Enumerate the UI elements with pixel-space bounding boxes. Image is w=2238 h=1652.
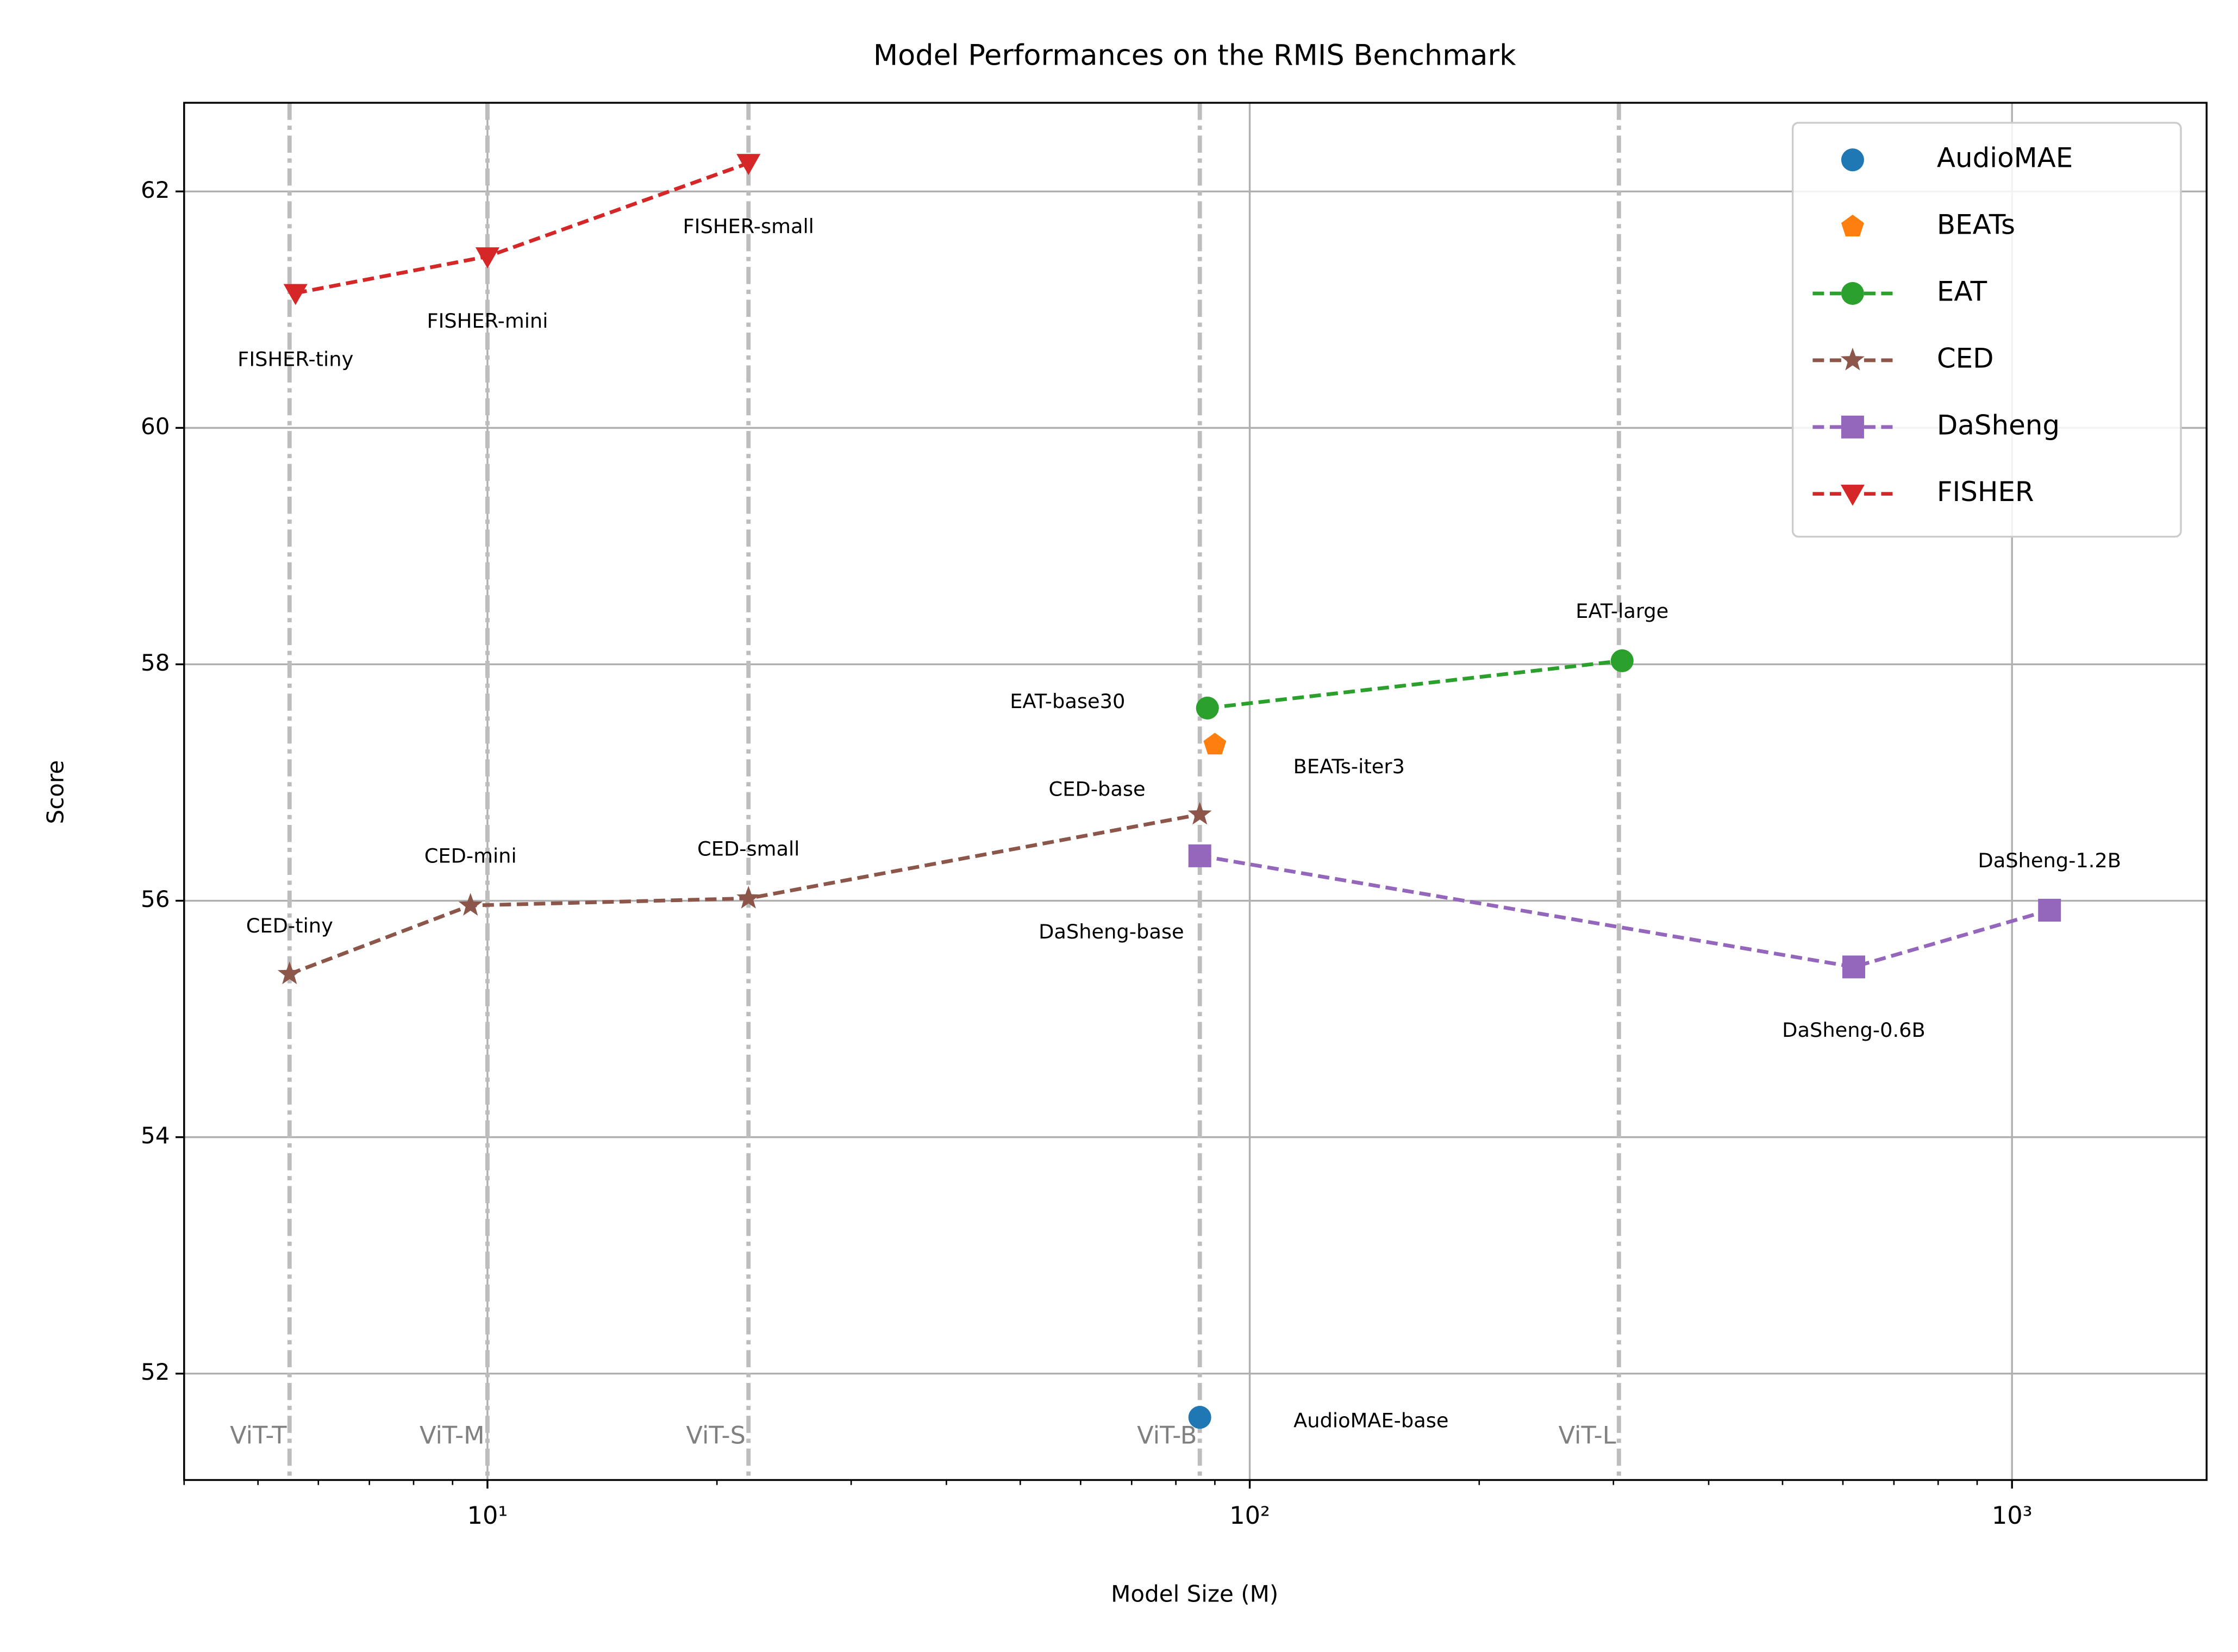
point-label: CED-mini — [424, 844, 517, 867]
point-label: EAT-base30 — [1010, 690, 1125, 713]
y-axis-label: Score — [42, 760, 69, 824]
legend-label: CED — [1937, 342, 1994, 374]
point-label: CED-tiny — [246, 914, 333, 937]
marker — [283, 284, 308, 305]
marker — [1842, 955, 1865, 979]
point-label: DaSheng-0.6B — [1782, 1018, 1926, 1042]
y-tick-label: 58 — [141, 649, 170, 676]
legend-marker — [1841, 415, 1864, 439]
marker — [277, 961, 302, 985]
marker — [1203, 733, 1227, 755]
point-label: DaSheng-base — [1039, 920, 1184, 943]
reference-label: ViT-M — [420, 1422, 485, 1450]
legend-marker — [1841, 281, 1864, 305]
series-line — [1199, 854, 2051, 969]
legend-marker — [1841, 215, 1864, 236]
y-tick-label: 62 — [141, 177, 170, 203]
y-tick-label: 60 — [141, 413, 170, 440]
x-tick-label: 10¹ — [467, 1501, 508, 1530]
series-line — [1207, 659, 1623, 710]
point-label: CED-base — [1049, 778, 1146, 801]
reference-label: ViT-B — [1137, 1422, 1197, 1450]
plot-frame — [183, 102, 2208, 1481]
legend-marker — [1840, 347, 1865, 371]
point-label: FISHER-tiny — [237, 347, 353, 371]
chart-title: Model Performances on the RMIS Benchmark — [873, 39, 1516, 72]
point-label: AudioMAE-base — [1293, 1409, 1448, 1432]
legend-label: DaSheng — [1937, 409, 2060, 441]
legend-marker — [1841, 148, 1864, 172]
legend-label: EAT — [1937, 276, 1987, 308]
reference-label: ViT-T — [230, 1422, 287, 1450]
reference-label: ViT-S — [686, 1422, 746, 1450]
marker — [1610, 649, 1634, 672]
marker — [1188, 844, 1211, 867]
y-tick-label: 54 — [141, 1122, 170, 1149]
marker — [1187, 802, 1212, 825]
y-tick-label: 56 — [141, 886, 170, 912]
marker — [475, 247, 500, 268]
point-label: FISHER-small — [683, 215, 814, 238]
legend: AudioMAE BEATs EAT CED DaSheng FISHER — [1791, 122, 2182, 538]
marker — [1196, 696, 1219, 719]
point-label: CED-small — [697, 837, 799, 860]
legend-marker — [1840, 484, 1865, 506]
point-label: DaSheng-1.2B — [1978, 849, 2121, 872]
point-label: EAT-large — [1576, 599, 1668, 623]
y-tick-label: 52 — [141, 1359, 170, 1385]
series-line — [289, 812, 1201, 976]
legend-label: BEATs — [1937, 209, 2015, 241]
legend-frame — [1791, 122, 2182, 538]
marker — [458, 893, 483, 916]
marker — [736, 886, 761, 909]
marker — [1188, 1406, 1211, 1429]
legend-label: AudioMAE — [1937, 142, 2073, 174]
marker — [2038, 898, 2061, 922]
reference-label: ViT-L — [1559, 1422, 1616, 1450]
x-axis-label: Model Size (M) — [1111, 1581, 1278, 1607]
x-tick-label: 10² — [1229, 1501, 1270, 1530]
x-tick-label: 10³ — [1992, 1501, 2033, 1530]
marker — [736, 154, 761, 176]
point-label: FISHER-mini — [427, 309, 548, 333]
point-label: BEATs-iter3 — [1293, 755, 1405, 778]
legend-label: FISHER — [1937, 476, 2034, 508]
